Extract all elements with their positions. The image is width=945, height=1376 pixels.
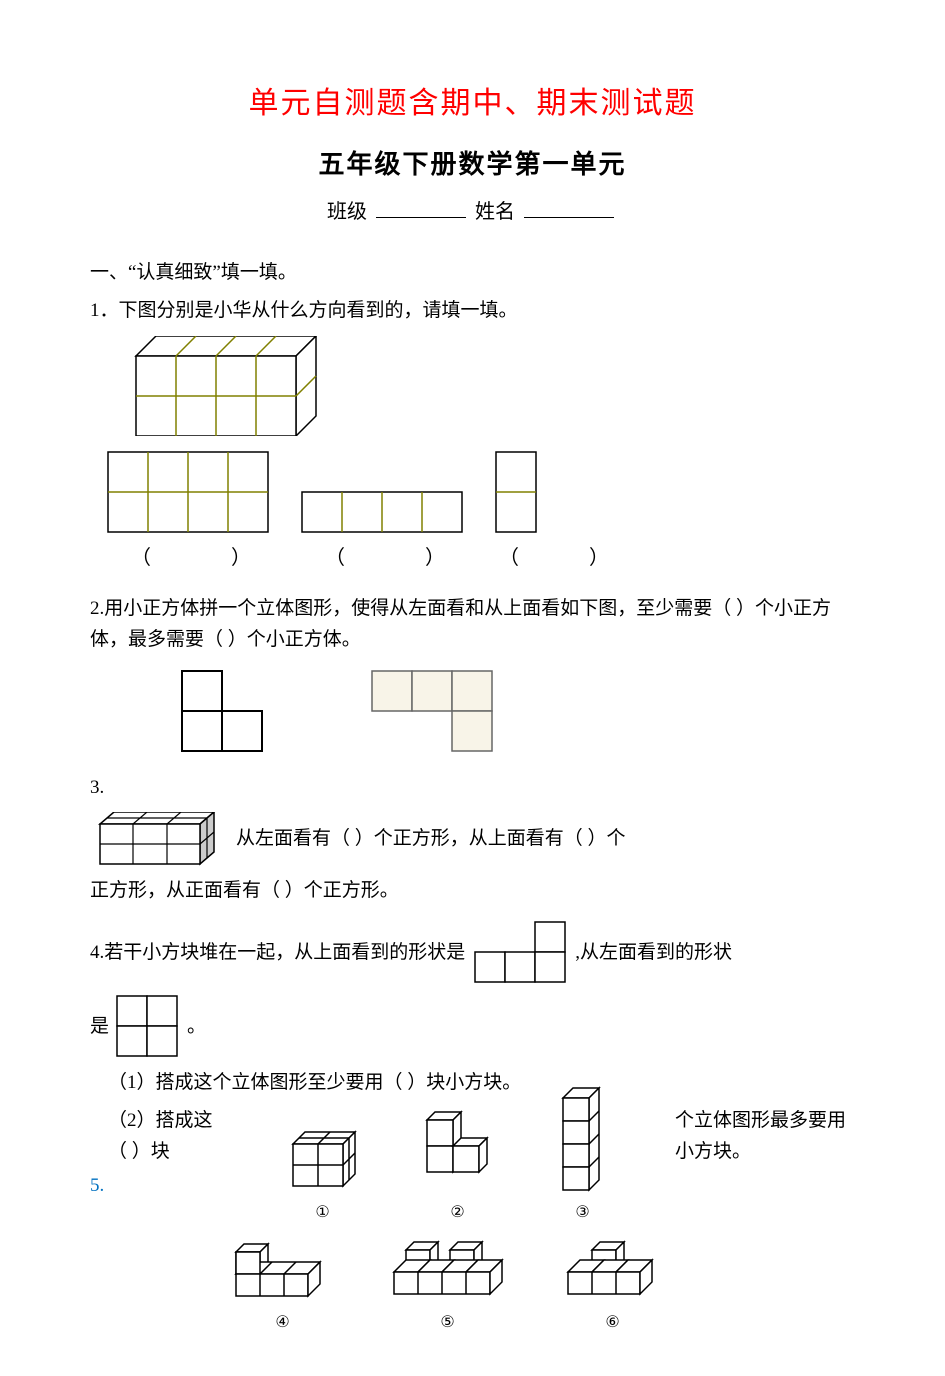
question-3-line2: 正方形，从正面看有（ ）个正方形。 — [90, 876, 855, 906]
q4-text-c: 是 — [90, 1012, 109, 1042]
q3-3d-figure — [90, 812, 230, 868]
paren-open: （ — [131, 547, 151, 569]
question-4-sub2-b: 个立体图形最多要用 — [675, 1106, 855, 1136]
q4-text-d: 。 — [187, 1012, 206, 1042]
q2-figures — [180, 669, 855, 759]
question-5-num: 5. — [90, 1171, 220, 1201]
q4-left-shape — [115, 994, 181, 1060]
page-title: 单元自测题含期中、期末测试题 — [90, 80, 855, 128]
question-1: 1．下图分别是小华从什么方向看到的，请填一填。 — [90, 296, 855, 326]
q5-figures: ① ② — [220, 1086, 675, 1335]
q1-views-row — [106, 450, 855, 536]
question-2: 2.用小正方体拼一个立体图形，使得从左面看和从上面看如下图，至少需要（ ）个小正… — [90, 594, 855, 655]
paren-close: ） — [589, 547, 609, 569]
question-4-sub2-a: （2）搭成这 — [108, 1106, 220, 1136]
class-blank[interactable] — [376, 198, 466, 218]
question-3-line1: 从左面看有（ ）个正方形，从上面看有（ ）个 — [90, 812, 855, 868]
q1-view-c — [494, 450, 540, 536]
q2-left-view — [180, 669, 270, 759]
label-class: 班级 — [327, 201, 367, 223]
fig-5: ⑤ — [388, 1236, 508, 1336]
q1-view-b — [300, 490, 470, 536]
name-blank[interactable] — [524, 198, 614, 218]
student-info-line: 班级 姓名 — [90, 196, 855, 228]
q4-text-b: ,从左面看到的形状 — [575, 938, 732, 968]
question-4-line2: 是 。 — [90, 994, 855, 1060]
question-4-line1: 4.若干小方块堆在一起，从上面看到的形状是 ,从左面看到的形状 — [90, 920, 855, 986]
page-subtitle: 五年级下册数学第一单元 — [90, 144, 855, 186]
question-3-num: 3. — [90, 773, 855, 803]
q3-text-a: 从左面看有（ ）个正方形，从上面看有（ ）个 — [236, 824, 626, 854]
q1-answer-row: （ ） （ ） （ ） — [106, 542, 855, 574]
fig-5-label: ⑤ — [388, 1310, 508, 1336]
paren-open: （ — [325, 547, 345, 569]
q4-text-a: 4.若干小方块堆在一起，从上面看到的形状是 — [90, 938, 465, 968]
q2-top-view — [370, 669, 500, 759]
fig-1: ① — [283, 1126, 363, 1226]
question-4-sub3-a: （ ）块 — [108, 1137, 220, 1167]
paren-open: （ — [499, 547, 519, 569]
paren-close: ） — [231, 547, 251, 569]
q1-view-a — [106, 450, 276, 536]
q4-top-shape — [471, 920, 569, 986]
fig-3: ③ — [553, 1086, 613, 1226]
paren-close: ） — [425, 547, 445, 569]
fig-3-label: ③ — [553, 1200, 613, 1226]
fig-2: ② — [413, 1106, 503, 1226]
fig-6-label: ⑥ — [558, 1310, 668, 1336]
fig-4: ④ — [228, 1236, 338, 1336]
fig-6: ⑥ — [558, 1236, 668, 1336]
label-name: 姓名 — [475, 201, 515, 223]
fig-4-label: ④ — [228, 1310, 338, 1336]
question-4-sub3-b: 小方块。 — [675, 1137, 855, 1167]
section-1-heading: 一、“认真细致”填一填。 — [90, 258, 855, 288]
fig-1-label: ① — [283, 1200, 363, 1226]
fig-2-label: ② — [413, 1200, 503, 1226]
q1-3d-figure — [106, 336, 855, 436]
